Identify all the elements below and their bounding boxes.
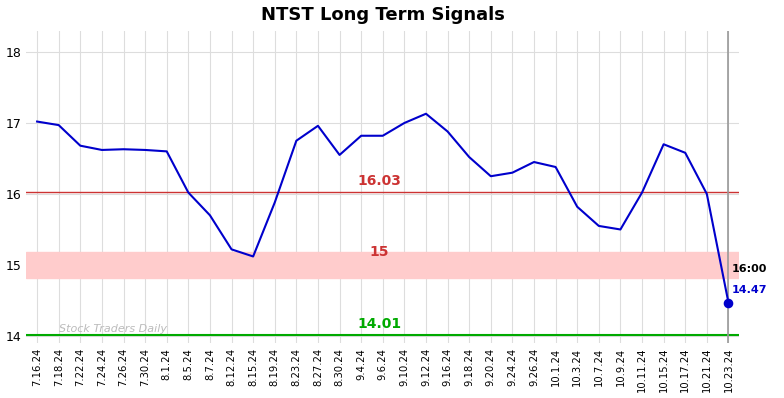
Title: NTST Long Term Signals: NTST Long Term Signals (261, 6, 505, 23)
Text: 15: 15 (369, 246, 389, 259)
Text: 14.01: 14.01 (358, 317, 401, 331)
Text: Stock Traders Daily: Stock Traders Daily (59, 324, 167, 334)
Text: 14.47: 14.47 (731, 285, 768, 295)
Text: 16.03: 16.03 (358, 174, 401, 188)
Bar (27, 252, 739, 278)
Point (722, 299, 735, 306)
Text: 16:00: 16:00 (731, 263, 767, 273)
